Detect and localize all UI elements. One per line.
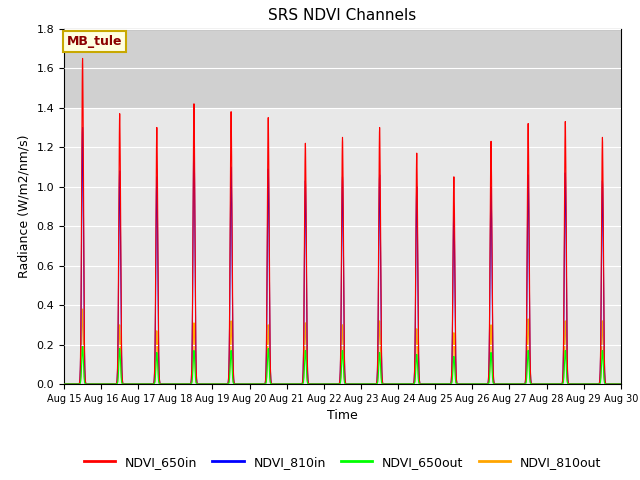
NDVI_810out [60, 381, 68, 387]
NDVI_650in [606, 381, 614, 387]
NDVI_650out [60, 381, 68, 387]
NDVI_810out [546, 381, 554, 387]
NDVI_810out [274, 381, 282, 387]
NDVI_650out [546, 381, 554, 387]
NDVI_650in [124, 381, 132, 387]
Y-axis label: Radiance (W/m2/nm/s): Radiance (W/m2/nm/s) [18, 135, 31, 278]
NDVI_810in [298, 381, 306, 387]
NDVI_650out [274, 381, 282, 387]
X-axis label: Time: Time [327, 409, 358, 422]
NDVI_810in [274, 381, 282, 387]
Line: NDVI_650out: NDVI_650out [64, 347, 621, 384]
NDVI_810in [124, 381, 132, 387]
Legend: NDVI_650in, NDVI_810in, NDVI_650out, NDVI_810out: NDVI_650in, NDVI_810in, NDVI_650out, NDV… [79, 451, 606, 474]
NDVI_650out [298, 381, 306, 387]
NDVI_650out [124, 381, 132, 387]
NDVI_650out [79, 344, 86, 349]
NDVI_810out [124, 381, 132, 387]
NDVI_650in [546, 381, 554, 387]
NDVI_650in [298, 381, 306, 387]
NDVI_650out [617, 381, 625, 387]
Line: NDVI_810in: NDVI_810in [64, 128, 621, 384]
Title: SRS NDVI Channels: SRS NDVI Channels [268, 9, 417, 24]
NDVI_810out [606, 381, 614, 387]
Text: MB_tule: MB_tule [67, 35, 122, 48]
NDVI_810in [157, 381, 164, 387]
NDVI_810out [298, 381, 306, 387]
NDVI_650out [157, 381, 164, 387]
NDVI_810in [79, 125, 86, 131]
NDVI_810in [60, 381, 68, 387]
NDVI_650in [274, 381, 282, 387]
NDVI_650in [617, 381, 625, 387]
NDVI_650in [60, 381, 68, 387]
Line: NDVI_650in: NDVI_650in [64, 59, 621, 384]
NDVI_810in [606, 381, 614, 387]
NDVI_810in [617, 381, 625, 387]
NDVI_650in [157, 381, 164, 387]
NDVI_650in [79, 56, 86, 61]
NDVI_810out [617, 381, 625, 387]
NDVI_810in [546, 381, 554, 387]
Line: NDVI_810out: NDVI_810out [64, 309, 621, 384]
NDVI_650out [606, 381, 614, 387]
Bar [64, 29, 621, 108]
NDVI_810out [157, 381, 164, 387]
NDVI_810out [79, 306, 86, 312]
